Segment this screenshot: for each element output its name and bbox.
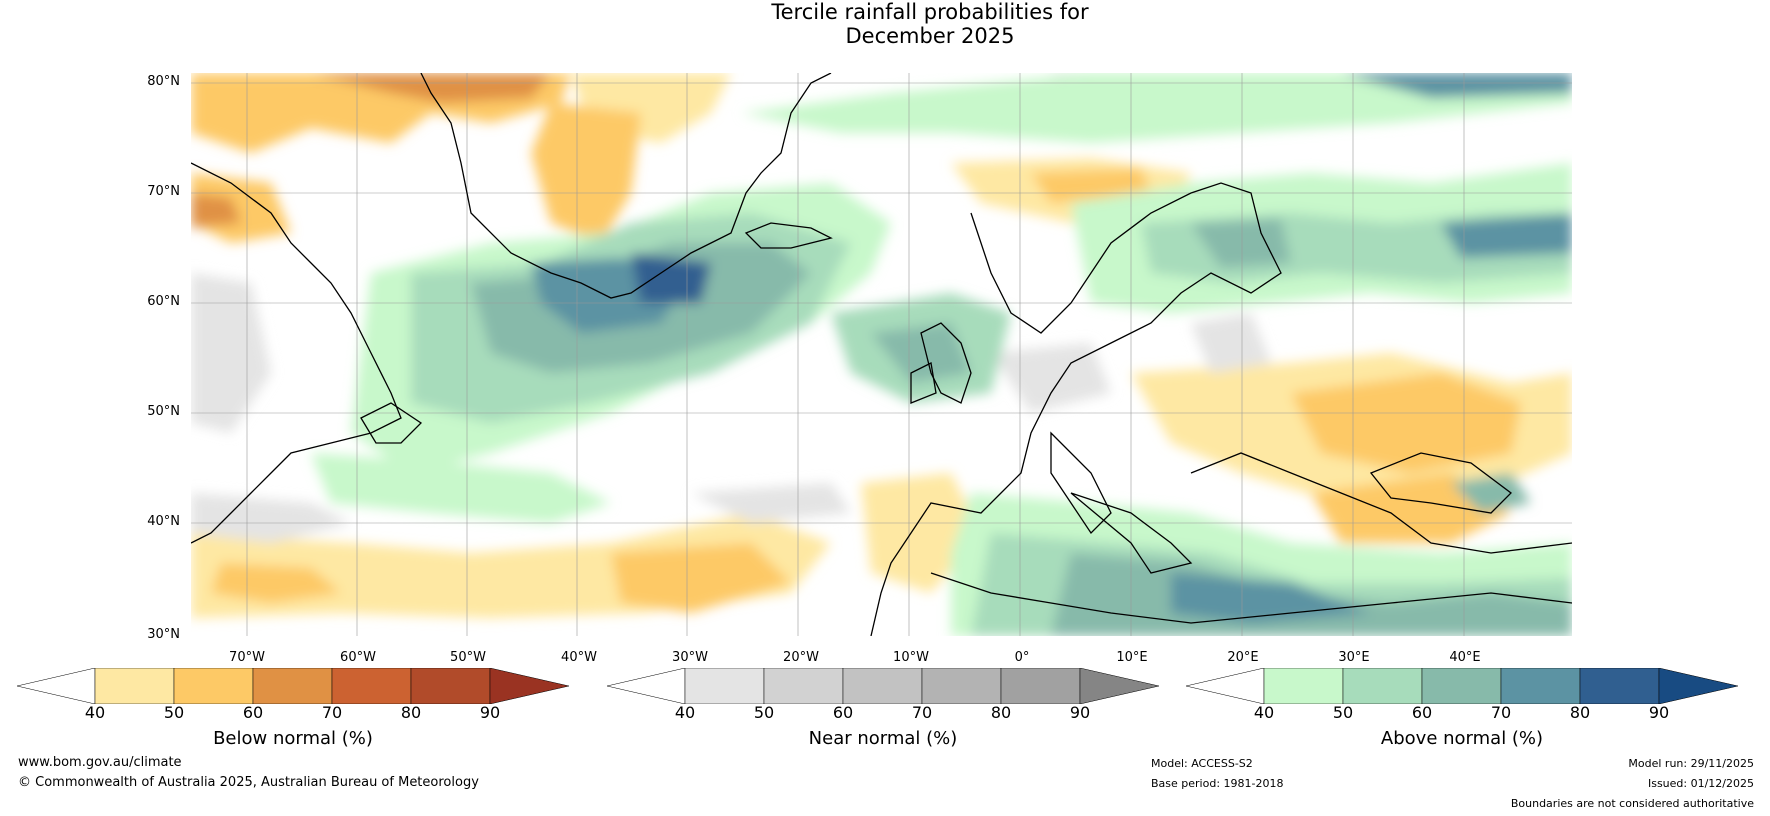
cbar2-tick-70: 70 xyxy=(1490,703,1512,722)
lon-label-20w: 20°W xyxy=(783,650,819,665)
cbar0-tick-50: 50 xyxy=(163,703,185,722)
lon-label-60w: 60°W xyxy=(340,650,376,665)
cbar1-tick-40: 40 xyxy=(674,703,696,722)
lon-label-0: 0° xyxy=(1014,650,1030,665)
lat-label-50n: 50°N xyxy=(147,404,180,419)
cbar0-seg1 xyxy=(94,668,175,704)
website-link[interactable]: www.bom.gov.au/climate xyxy=(18,755,182,770)
map-title: Tercile rainfall probabilities for Decem… xyxy=(0,0,1770,48)
cbar2-seg4 xyxy=(1500,668,1581,704)
lon-label-10w: 10°W xyxy=(893,650,929,665)
cbar1-seg2 xyxy=(763,668,844,704)
cbar2-seg1 xyxy=(1263,668,1344,704)
cbar0-tick-90: 90 xyxy=(479,703,501,722)
cbar0-seg4 xyxy=(331,668,412,704)
boundaries-disclaimer: Boundaries are not considered authoritat… xyxy=(1510,797,1754,810)
lat-label-40n: 40°N xyxy=(147,514,180,529)
model-run-date: Model run: 29/11/2025 xyxy=(1628,757,1754,770)
probability-field xyxy=(191,73,1572,636)
cbar2-tick-80: 80 xyxy=(1569,703,1591,722)
cbar1-tick-60: 60 xyxy=(832,703,854,722)
cbar1-seg3 xyxy=(842,668,923,704)
cbar2-seg0 xyxy=(1186,668,1265,704)
lon-label-30w: 30°W xyxy=(672,650,708,665)
title-line-1: Tercile rainfall probabilities for xyxy=(771,0,1089,24)
lat-label-80n: 80°N xyxy=(147,74,180,89)
lon-label-10e: 10°E xyxy=(1116,650,1148,665)
cbar2-tick-40: 40 xyxy=(1253,703,1275,722)
copyright-text: © Commonwealth of Australia 2025, Austra… xyxy=(18,775,479,790)
colorbar-above-normal xyxy=(1186,668,1738,704)
colorbar-near-normal xyxy=(607,668,1159,704)
lat-label-60n: 60°N xyxy=(147,294,180,309)
cbar1-tick-90: 90 xyxy=(1069,703,1091,722)
cbar2-tick-60: 60 xyxy=(1411,703,1433,722)
cbar2-tick-50: 50 xyxy=(1332,703,1354,722)
cbar0-label: Below normal (%) xyxy=(213,728,373,749)
lon-label-20e: 20°E xyxy=(1227,650,1259,665)
rainfall-map[interactable] xyxy=(191,73,1572,636)
cbar1-seg6 xyxy=(1079,668,1159,704)
cbar2-seg2 xyxy=(1342,668,1423,704)
cbar0-seg3 xyxy=(252,668,333,704)
base-period: Base period: 1981-2018 xyxy=(1151,777,1284,790)
lon-label-40w: 40°W xyxy=(561,650,597,665)
lon-label-50w: 50°W xyxy=(450,650,486,665)
issued-date: Issued: 01/12/2025 xyxy=(1647,777,1754,790)
cbar1-seg5 xyxy=(1000,668,1081,704)
lat-label-30n: 30°N xyxy=(147,627,180,642)
lon-label-30e: 30°E xyxy=(1338,650,1370,665)
lat-label-70n: 70°N xyxy=(147,184,180,199)
cbar2-seg6 xyxy=(1658,668,1738,704)
cbar0-seg5 xyxy=(410,668,491,704)
cbar1-seg1 xyxy=(684,668,765,704)
cbar2-seg3 xyxy=(1421,668,1502,704)
cbar0-tick-60: 60 xyxy=(242,703,264,722)
map-canvas xyxy=(191,73,1572,636)
cbar2-seg5 xyxy=(1579,668,1660,704)
colorbar-below-normal xyxy=(17,668,569,704)
cbar1-label: Near normal (%) xyxy=(808,728,958,749)
cbar1-tick-70: 70 xyxy=(911,703,933,722)
cbar2-tick-90: 90 xyxy=(1648,703,1670,722)
cbar1-seg0 xyxy=(607,668,686,704)
lon-label-40e: 40°E xyxy=(1449,650,1481,665)
cbar1-tick-50: 50 xyxy=(753,703,775,722)
cbar0-tick-40: 40 xyxy=(84,703,106,722)
cbar0-seg2 xyxy=(173,668,254,704)
cbar0-tick-70: 70 xyxy=(321,703,343,722)
cbar0-seg0 xyxy=(17,668,96,704)
model-name: Model: ACCESS-S2 xyxy=(1151,757,1253,770)
cbar1-seg4 xyxy=(921,668,1002,704)
title-line-2: December 2025 xyxy=(845,24,1015,48)
cbar1-tick-80: 80 xyxy=(990,703,1012,722)
coastlines xyxy=(191,73,1572,636)
lon-label-70w: 70°W xyxy=(229,650,265,665)
cbar2-label: Above normal (%) xyxy=(1380,728,1544,749)
cbar0-tick-80: 80 xyxy=(400,703,422,722)
cbar0-seg6 xyxy=(489,668,569,704)
